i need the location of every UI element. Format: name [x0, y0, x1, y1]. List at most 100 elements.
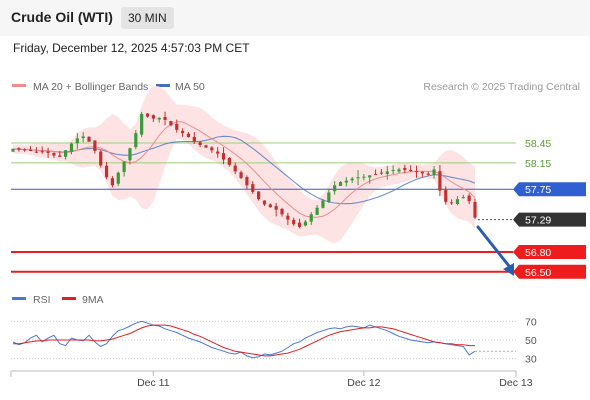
candle [204, 144, 208, 148]
candle [344, 177, 348, 187]
candle [140, 111, 144, 138]
candle [385, 165, 389, 180]
level-labels: 58.45 58.15 57.75 56.80 56.50 57.29 [513, 138, 586, 279]
candle [216, 147, 220, 158]
candle [28, 146, 33, 152]
rsi-panel: 70 50 30 [11, 316, 537, 366]
ma20-legend-label: MA 20 + Bollinger Bands [33, 81, 148, 93]
candle [69, 142, 74, 155]
candle [373, 169, 378, 175]
ma20-legend-swatch [12, 84, 26, 87]
resistance-label: 58.45 [525, 138, 551, 150]
candle [432, 165, 436, 179]
candle [333, 181, 337, 195]
candle [338, 181, 343, 187]
rsi-level-label: 70 [525, 316, 537, 328]
candle [87, 136, 91, 142]
candle [64, 149, 68, 160]
candle [52, 152, 56, 158]
candle [227, 157, 231, 167]
interval-button[interactable]: 30 MIN [121, 7, 174, 29]
ma50-legend-swatch [156, 84, 170, 87]
candle [274, 202, 278, 217]
ma50-legend-label: MA 50 [175, 81, 205, 93]
rsi-ma-legend-swatch [62, 297, 76, 300]
candle [116, 171, 120, 187]
candle [110, 176, 115, 188]
candle [34, 147, 38, 154]
candle [180, 128, 185, 137]
candle [157, 117, 161, 123]
candle [58, 150, 62, 157]
candle [450, 199, 454, 205]
candle [467, 193, 471, 205]
candle [128, 147, 132, 165]
candle [368, 175, 372, 184]
candle [251, 181, 255, 194]
candle [257, 191, 261, 201]
candle [403, 164, 407, 174]
candles [11, 111, 477, 229]
candle [122, 161, 126, 177]
candle [221, 147, 226, 165]
candle [327, 188, 331, 204]
candle [461, 194, 465, 199]
candle [438, 165, 442, 197]
pivot-tag [513, 182, 586, 197]
last-price-label: 57.29 [525, 215, 551, 227]
candle [315, 204, 319, 215]
candle [391, 165, 395, 175]
candle [321, 198, 325, 209]
ma50-line [12, 135, 476, 205]
candle [297, 218, 302, 229]
support-tag [513, 244, 586, 259]
ma20-line [12, 121, 476, 218]
last-price-tag [513, 212, 586, 227]
candle [397, 167, 401, 173]
projection-arrow [476, 225, 514, 276]
candle [473, 198, 477, 219]
candle [46, 147, 50, 159]
candle [99, 150, 103, 168]
candle [379, 169, 384, 175]
support-label: 56.50 [525, 267, 551, 279]
candle [169, 120, 173, 127]
candle [210, 146, 214, 153]
candle [245, 175, 249, 189]
candle [426, 171, 430, 176]
rsi-level-label: 50 [525, 335, 537, 347]
rsi-legend-label: RSI [33, 294, 51, 306]
candle [104, 161, 109, 180]
candle [75, 132, 79, 149]
rsi-ma-legend-label: 9MA [82, 294, 104, 306]
candle [239, 170, 243, 180]
moving-averages [12, 121, 476, 218]
candle [356, 170, 360, 186]
x-tick-label: Dec 13 [499, 377, 532, 389]
candle [93, 140, 97, 154]
candle [280, 207, 284, 217]
instrument-title: Crude Oil (WTI) [11, 9, 113, 25]
candle [134, 130, 138, 150]
candle [11, 148, 15, 153]
support-tag [513, 264, 586, 279]
candle [233, 162, 237, 175]
candle [23, 148, 27, 152]
candle [198, 141, 202, 148]
resistance-label: 58.15 [525, 158, 551, 170]
candle [186, 132, 191, 138]
candle [286, 212, 290, 226]
x-axis-labels: Dec 11 Dec 12 Dec 13 [137, 371, 533, 389]
x-tick-label: Dec 11 [137, 377, 170, 389]
candle [40, 146, 44, 154]
candle [414, 165, 419, 178]
candle [175, 119, 179, 133]
candle [444, 186, 448, 205]
candle [163, 111, 167, 126]
candle [303, 219, 308, 227]
candle [420, 171, 424, 177]
candle [145, 113, 150, 118]
candle [17, 147, 21, 152]
rsi-line [12, 320, 476, 359]
